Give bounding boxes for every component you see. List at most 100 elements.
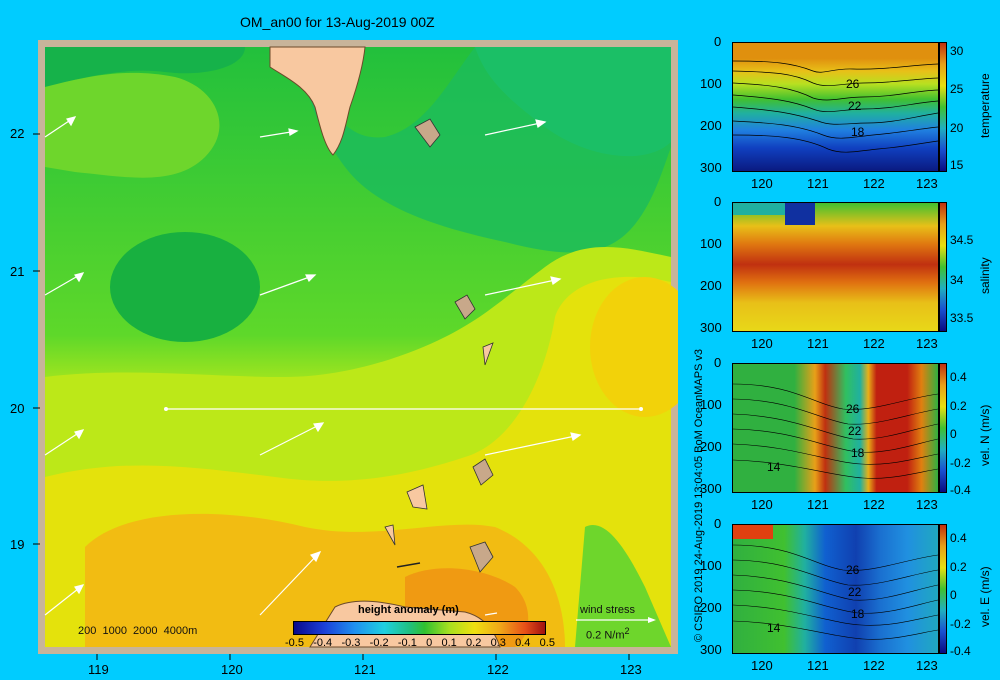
temp-cb-tick: 30	[950, 44, 964, 58]
salinity-cb-label: salinity	[978, 257, 992, 294]
island-penghu	[414, 118, 441, 148]
temperature-isotherms	[733, 60, 938, 153]
p4-y-tick: 200	[700, 600, 722, 615]
colorbar-tick: 0.2	[466, 637, 482, 649]
p4-y-tick: 300	[700, 642, 722, 657]
colorbar-tick: 0.4	[515, 637, 531, 649]
p1-x-tick: 123	[916, 176, 938, 191]
p2-x-tick: 122	[863, 336, 885, 351]
island-small-1	[482, 342, 494, 366]
vele-cb-tick: -0.2	[950, 617, 971, 631]
p3-y-tick: 300	[700, 481, 722, 496]
p1-y-tick: 200	[700, 118, 722, 133]
temperature-contour-label: 26	[846, 77, 860, 91]
p4-x-tick: 121	[807, 658, 829, 673]
colorbar-ticks: -0.5 -0.4 -0.3 -0.2 -0.1 0 0.1 0.2 0.3 0…	[285, 637, 555, 649]
colorbar-tick: 0.3	[490, 637, 506, 649]
vele-cb-tick: -0.4	[950, 644, 971, 658]
vel-e-surface-cell	[733, 525, 773, 539]
taiwan-land	[269, 46, 366, 156]
p3-y-tick: 200	[700, 439, 722, 454]
p4-y-tick: 0	[714, 516, 722, 531]
p1-y-tick: 300	[700, 160, 722, 175]
p4-x-tick: 120	[751, 658, 773, 673]
p2-y-tick: 100	[700, 236, 722, 251]
p3-y-tick: 0	[714, 355, 722, 370]
salinity-colorbar	[939, 202, 947, 332]
vel-n-isotherms	[733, 383, 938, 479]
vel-e-contour-label: 22	[848, 585, 862, 599]
lon-tick-122: 122	[487, 662, 509, 677]
colorbar-label: height anomaly (m)	[358, 604, 459, 616]
vel-e-section-panel[interactable]: 26 22 18 14	[732, 524, 939, 654]
lon-tick-marks	[96, 654, 630, 660]
section-start-marker	[164, 407, 168, 411]
veln-cb-tick: 0	[950, 427, 957, 441]
colorbar-tick: -0.4	[313, 637, 333, 649]
wind-stress-arrows	[44, 116, 582, 616]
p2-y-tick: 200	[700, 278, 722, 293]
island-lanyu	[454, 294, 476, 320]
temp-cb-tick: 20	[950, 121, 964, 135]
island-babuyan	[406, 484, 428, 510]
colorbar-tick: -0.5	[285, 637, 304, 649]
vel-n-contour-label: 14	[767, 460, 781, 474]
p3-y-tick: 100	[700, 397, 722, 412]
p3-x-tick: 123	[916, 497, 938, 512]
vel-n-contour-label: 22	[848, 424, 862, 438]
vele-cb-tick: 0.2	[950, 560, 967, 574]
p4-x-tick: 123	[916, 658, 938, 673]
map-title: OM_an00 for 13-Aug-2019 00Z	[240, 14, 435, 30]
colorbar-tick: 0.1	[441, 637, 457, 649]
section-end-marker	[639, 407, 643, 411]
veln-cb-tick: 0.2	[950, 399, 967, 413]
vel-e-contour-label: 26	[846, 563, 860, 577]
temperature-colorbar	[939, 42, 947, 172]
lat-tick-19: 19	[10, 537, 25, 552]
temperature-cb-label: temperature	[978, 73, 992, 138]
vel-e-contour-label: 18	[851, 607, 865, 621]
colorbar-tick: 0	[426, 637, 433, 649]
colorbar-tick: -0.3	[341, 637, 361, 649]
temp-cb-tick: 15	[950, 158, 964, 172]
island-small-2	[384, 524, 396, 546]
wind-scale-value: 0.2 N/m2	[586, 626, 630, 642]
p2-x-tick: 120	[751, 336, 773, 351]
temp-cb-tick: 25	[950, 82, 964, 96]
lon-tick-123: 123	[620, 662, 642, 677]
sal-cb-tick: 34	[950, 273, 964, 287]
temperature-section-panel[interactable]: 26 22 18	[732, 42, 939, 172]
p2-y-tick: 300	[700, 320, 722, 335]
p3-x-tick: 122	[863, 497, 885, 512]
vel-n-colorbar	[939, 363, 947, 493]
veln-cb-tick: -0.2	[950, 456, 971, 470]
lon-tick-119: 119	[88, 662, 109, 677]
vel-n-contour-label: 26	[846, 402, 860, 416]
height-anomaly-map[interactable]	[38, 40, 678, 654]
lon-tick-121: 121	[354, 662, 376, 677]
vel-n-contour-label: 18	[851, 446, 865, 460]
p3-x-tick: 120	[751, 497, 773, 512]
p4-y-tick: 100	[700, 558, 722, 573]
vel-n-section-panel[interactable]: 26 22 18 14	[732, 363, 939, 493]
anomaly-field-dark-green	[45, 47, 671, 253]
veln-cb-tick: -0.4	[950, 483, 971, 497]
p1-x-tick: 120	[751, 176, 773, 191]
wind-scale-arrow	[576, 617, 656, 623]
salinity-low-cell	[785, 203, 815, 225]
salinity-section-panel[interactable]	[732, 202, 939, 332]
p3-x-tick: 121	[807, 497, 829, 512]
vel-e-cb-label: vel. E (m/s)	[978, 566, 992, 627]
vele-cb-tick: 0.4	[950, 531, 967, 545]
island-camiguin	[469, 541, 494, 573]
height-anomaly-colorbar	[293, 621, 546, 635]
p1-x-tick: 121	[807, 176, 829, 191]
p2-y-tick: 0	[714, 194, 722, 209]
temperature-contour-label: 18	[851, 125, 865, 139]
lat-tick-marks	[33, 133, 40, 545]
anomaly-field-dark-green-west	[45, 47, 245, 87]
p1-y-tick: 0	[714, 34, 722, 49]
temperature-contour-label: 22	[848, 99, 862, 113]
lat-tick-20: 20	[10, 401, 25, 416]
vel-e-isotherms	[733, 544, 938, 640]
